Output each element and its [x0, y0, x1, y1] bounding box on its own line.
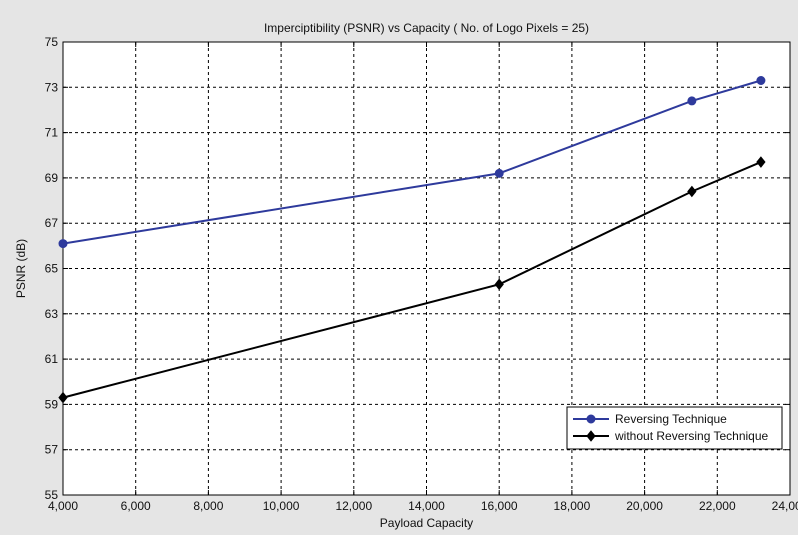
data-point: [58, 239, 68, 249]
y-tick-label: 55: [45, 488, 59, 502]
chart-title: Imperciptibility (PSNR) vs Capacity ( No…: [264, 21, 589, 35]
data-point: [756, 156, 766, 168]
legend-label: without Reversing Technique: [614, 429, 769, 443]
y-tick-label: 61: [45, 352, 59, 366]
series-layer: [58, 76, 766, 404]
legend-label: Reversing Technique: [615, 412, 727, 426]
y-tick-label: 59: [45, 397, 59, 411]
data-point: [494, 168, 504, 178]
data-point: [687, 185, 697, 198]
x-tick-label: 24,000: [772, 499, 798, 513]
x-tick-label: 6,000: [121, 499, 151, 513]
x-axis-ticks: 4,000 6,000 8,000 10,000 12,000 14,000 16,000 1…: [48, 42, 798, 513]
data-point: [756, 76, 766, 86]
y-axis-ticks: 55 57 59 61 63 65 67 69 71 73 75: [45, 35, 790, 502]
x-tick-label: 12,000: [335, 499, 372, 513]
legend: Reversing Technique without Reversing Tec…: [566, 406, 783, 450]
series-line: [62, 79, 762, 245]
x-tick-label: 8,000: [193, 499, 223, 513]
y-axis-label: PSNR (dB): [14, 239, 28, 298]
x-tick-label: 22,000: [699, 499, 736, 513]
data-point: [58, 391, 68, 404]
legend-marker: [586, 414, 596, 424]
y-tick-label: 67: [45, 216, 59, 230]
y-tick-label: 73: [45, 80, 59, 94]
x-tick-label: 10,000: [263, 499, 300, 513]
y-tick-label: 63: [45, 307, 59, 321]
y-tick-label: 69: [45, 171, 59, 185]
y-tick-label: 65: [45, 262, 59, 276]
y-tick-label: 57: [45, 443, 59, 457]
x-tick-label: 20,000: [626, 499, 663, 513]
x-tick-label: 14,000: [408, 499, 445, 513]
y-tick-label: 71: [45, 126, 59, 140]
x-tick-label: 16,000: [481, 499, 518, 513]
x-axis-label: Payload Capacity: [380, 516, 473, 530]
x-tick-label: 18,000: [554, 499, 591, 513]
y-tick-label: 75: [45, 35, 59, 49]
legend-box: [566, 406, 783, 450]
series-2: [58, 156, 766, 404]
data-point: [687, 96, 697, 106]
x-tick-label: 4,000: [48, 499, 78, 513]
series-line: [62, 161, 762, 399]
legend-marker: [586, 430, 596, 442]
data-point: [494, 278, 504, 291]
series-1: [58, 76, 766, 249]
